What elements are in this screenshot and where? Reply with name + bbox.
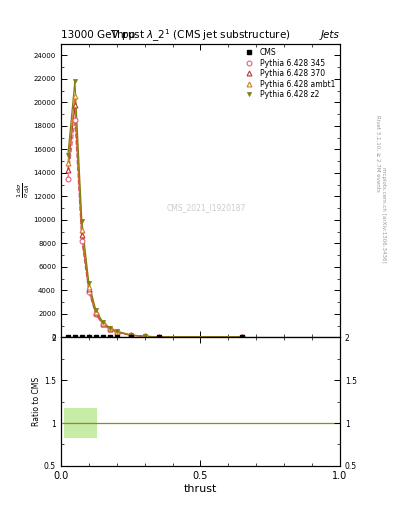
Pythia 6.428 370 — [73, 101, 77, 108]
Line: CMS: CMS — [66, 335, 245, 340]
Pythia 6.428 z2 — [142, 333, 147, 339]
Pythia 6.428 z2 — [114, 328, 119, 334]
Pythia 6.428 345 — [107, 326, 112, 332]
Pythia 6.428 370 — [107, 326, 112, 332]
Pythia 6.428 370 — [114, 329, 119, 335]
Line: Pythia 6.428 345: Pythia 6.428 345 — [66, 117, 245, 339]
Pythia 6.428 370 — [142, 333, 147, 339]
Pythia 6.428 345 — [94, 311, 98, 317]
Pythia 6.428 ambt1 — [114, 329, 119, 335]
Pythia 6.428 345 — [156, 334, 161, 340]
Bar — [64, 408, 97, 438]
Pythia 6.428 ambt1 — [73, 93, 77, 99]
Pythia 6.428 370 — [86, 286, 91, 292]
CMS — [128, 334, 133, 340]
Pythia 6.428 345 — [114, 329, 119, 335]
Pythia 6.428 ambt1 — [86, 284, 91, 290]
Pythia 6.428 ambt1 — [66, 160, 70, 166]
Pythia 6.428 370 — [94, 310, 98, 316]
Pythia 6.428 z2 — [66, 152, 70, 158]
CMS — [114, 334, 119, 340]
Line: Pythia 6.428 370: Pythia 6.428 370 — [66, 102, 245, 339]
Pythia 6.428 z2 — [128, 332, 133, 338]
Pythia 6.428 ambt1 — [142, 333, 147, 339]
Pythia 6.428 345 — [73, 117, 77, 123]
Text: 13000 GeV pp: 13000 GeV pp — [61, 30, 135, 40]
Pythia 6.428 345 — [142, 333, 147, 339]
Text: Rivet 3.1.10, ≥ 2.7M events: Rivet 3.1.10, ≥ 2.7M events — [375, 115, 380, 192]
Line: Pythia 6.428 z2: Pythia 6.428 z2 — [66, 79, 244, 339]
CMS — [66, 334, 70, 340]
Y-axis label: $\frac{1}{\sigma}\frac{\mathrm{d}\sigma}{\mathrm{d}\lambda}$: $\frac{1}{\sigma}\frac{\mathrm{d}\sigma}… — [16, 183, 32, 198]
Y-axis label: Ratio to CMS: Ratio to CMS — [32, 377, 41, 426]
Pythia 6.428 ambt1 — [101, 320, 105, 326]
Pythia 6.428 z2 — [240, 334, 244, 340]
Pythia 6.428 z2 — [107, 325, 112, 331]
Pythia 6.428 370 — [101, 321, 105, 327]
CMS — [156, 334, 161, 340]
Pythia 6.428 ambt1 — [79, 227, 84, 233]
CMS — [79, 334, 84, 340]
Pythia 6.428 ambt1 — [240, 334, 244, 340]
Pythia 6.428 345 — [86, 288, 91, 294]
Pythia 6.428 345 — [101, 322, 105, 328]
CMS — [86, 334, 91, 340]
Pythia 6.428 370 — [79, 232, 84, 238]
Pythia 6.428 z2 — [156, 334, 161, 340]
Pythia 6.428 ambt1 — [156, 334, 161, 340]
CMS — [101, 334, 105, 340]
Text: Jets: Jets — [321, 30, 340, 40]
Pythia 6.428 ambt1 — [128, 332, 133, 338]
X-axis label: thrust: thrust — [184, 483, 217, 494]
CMS — [240, 334, 244, 340]
Pythia 6.428 z2 — [94, 307, 98, 313]
CMS — [107, 334, 112, 340]
Pythia 6.428 345 — [240, 334, 244, 340]
Pythia 6.428 370 — [156, 334, 161, 340]
Legend: CMS, Pythia 6.428 345, Pythia 6.428 370, Pythia 6.428 ambt1, Pythia 6.428 z2: CMS, Pythia 6.428 345, Pythia 6.428 370,… — [237, 45, 338, 102]
Pythia 6.428 370 — [240, 334, 244, 340]
Line: Pythia 6.428 ambt1: Pythia 6.428 ambt1 — [66, 94, 245, 339]
Pythia 6.428 345 — [79, 238, 84, 244]
CMS — [94, 334, 98, 340]
Pythia 6.428 z2 — [86, 280, 91, 286]
Pythia 6.428 ambt1 — [94, 309, 98, 315]
Pythia 6.428 370 — [66, 167, 70, 174]
Pythia 6.428 345 — [66, 176, 70, 182]
Text: CMS_2021_I1920187: CMS_2021_I1920187 — [166, 204, 246, 212]
Pythia 6.428 370 — [128, 332, 133, 338]
Pythia 6.428 z2 — [73, 78, 77, 84]
Pythia 6.428 z2 — [79, 218, 84, 224]
CMS — [73, 334, 77, 340]
Title: Thrust $\lambda\_2^1$ (CMS jet substructure): Thrust $\lambda\_2^1$ (CMS jet substruct… — [110, 27, 291, 44]
Pythia 6.428 z2 — [101, 319, 105, 325]
Pythia 6.428 345 — [128, 332, 133, 338]
Pythia 6.428 ambt1 — [107, 325, 112, 331]
Text: mcplots.cern.ch [arXiv:1306.3436]: mcplots.cern.ch [arXiv:1306.3436] — [381, 167, 386, 263]
